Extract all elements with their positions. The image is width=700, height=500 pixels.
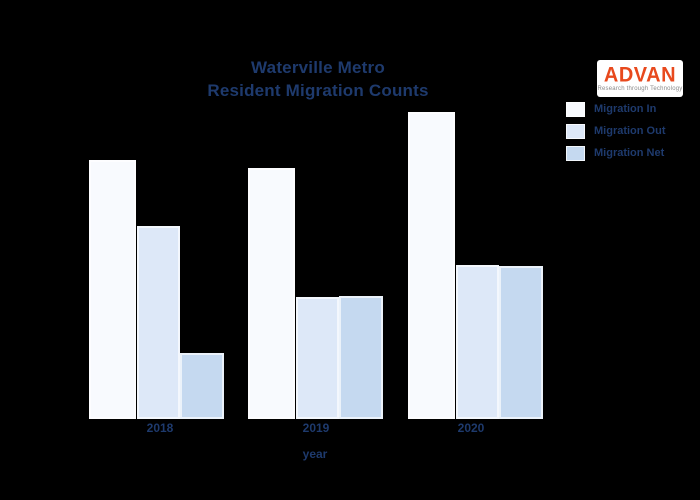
legend-label: Migration In — [594, 103, 657, 115]
legend-swatch — [566, 145, 585, 161]
bar-migration-out-2019 — [296, 297, 339, 419]
legend-label: Migration Out — [594, 125, 666, 137]
x-tick-2019: 2019 — [302, 421, 330, 435]
legend-swatch — [566, 123, 585, 139]
legend-swatch — [566, 101, 585, 117]
advan-logo: ADVAN Research through Technology — [597, 60, 683, 97]
chart-title: Waterville Metro Resident Migration Coun… — [118, 56, 518, 102]
bar-migration-in-2020 — [408, 112, 455, 419]
chart-title-line1: Waterville Metro — [251, 58, 385, 77]
advan-logo-wordmark: ADVAN — [603, 62, 677, 87]
legend-item-migration-net: Migration Net — [566, 145, 666, 161]
x-tick-2020: 2020 — [457, 421, 485, 435]
bar-migration-net-2019 — [339, 296, 383, 419]
legend: Migration In Migration Out Migration Net — [566, 101, 666, 167]
legend-label: Migration Net — [594, 147, 665, 159]
bar-migration-in-2019 — [248, 168, 295, 419]
x-axis-label: year — [302, 447, 328, 461]
bar-migration-net-2020 — [499, 266, 543, 419]
advan-logo-tagline: Research through Technology — [597, 85, 683, 92]
bar-migration-out-2018 — [137, 226, 180, 419]
bar-migration-in-2018 — [89, 160, 136, 419]
bar-migration-net-2018 — [180, 353, 224, 419]
x-tick-2018: 2018 — [146, 421, 174, 435]
bar-migration-out-2020 — [456, 265, 499, 419]
legend-item-migration-in: Migration In — [566, 101, 666, 117]
chart-title-line2: Resident Migration Counts — [207, 81, 429, 100]
legend-item-migration-out: Migration Out — [566, 123, 666, 139]
